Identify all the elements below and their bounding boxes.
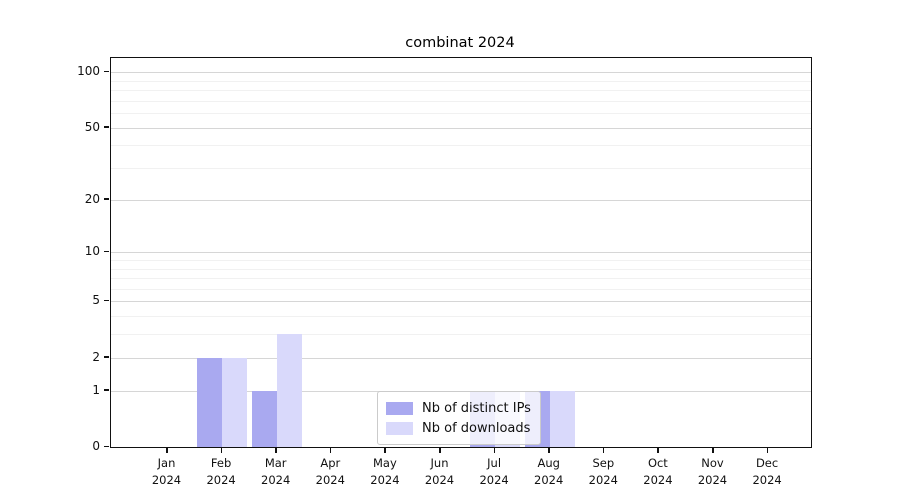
x-tick-label: Oct 2024	[643, 456, 673, 487]
x-axis-tick	[275, 448, 277, 453]
y-tick-label: 1	[92, 382, 100, 397]
x-axis-tick	[220, 448, 223, 453]
gridline-minor	[111, 168, 811, 170]
x-axis-tick	[766, 448, 769, 453]
x-tick-label: Mar 2024	[261, 456, 291, 487]
x-tick-label: Aug 2024	[534, 456, 564, 487]
bar-distinct-ips	[197, 357, 223, 447]
gridline-minor	[111, 278, 811, 280]
legend-swatch-distinct-ips	[386, 401, 413, 415]
x-axis-tick	[657, 448, 659, 453]
gridline-minor	[111, 145, 811, 147]
bar-downloads	[222, 357, 248, 447]
legend: Nb of distinct IPs Nb of downloads	[377, 391, 541, 445]
gridline-major	[111, 301, 811, 303]
x-tick-label: Dec 2024	[752, 456, 782, 487]
gridline-minor	[111, 113, 811, 115]
bar-downloads	[276, 334, 302, 447]
chart-title: combinat 2024	[405, 35, 515, 51]
y-tick-label: 20	[84, 191, 100, 206]
x-tick-label: Nov 2024	[697, 456, 728, 487]
y-axis-tick	[104, 299, 109, 302]
gridline-minor	[111, 90, 811, 92]
legend-label-distinct-ips: Nb of distinct IPs	[422, 400, 531, 416]
gridline-major	[111, 252, 811, 254]
x-axis-tick	[548, 448, 550, 453]
x-tick-label: Sep 2024	[588, 456, 618, 487]
x-axis-tick	[166, 448, 168, 453]
x-tick-label: Apr 2024	[315, 456, 345, 487]
x-axis-tick	[384, 448, 386, 453]
y-axis-tick	[104, 445, 109, 447]
gridline-minor	[111, 100, 811, 102]
legend-label-downloads: Nb of downloads	[422, 420, 531, 436]
x-tick-label: May 2024	[370, 456, 400, 487]
gridline-minor	[111, 288, 811, 290]
gridline-major	[111, 357, 811, 359]
legend-item-distinct-ips: Nb of distinct IPs	[386, 398, 531, 418]
x-axis-tick	[602, 448, 605, 453]
y-tick-label: 50	[84, 119, 100, 134]
y-tick-label: 5	[92, 293, 100, 308]
gridline-major	[111, 127, 811, 129]
x-axis-tick	[439, 448, 441, 453]
x-tick-label: Jun 2024	[424, 456, 455, 487]
bar-downloads	[549, 390, 575, 447]
y-tick-label: 10	[84, 244, 100, 259]
legend-item-downloads: Nb of downloads	[386, 418, 531, 438]
y-tick-label: 2	[92, 349, 100, 364]
x-tick-label: Jan 2024	[151, 456, 182, 487]
x-tick-label: Feb 2024	[206, 456, 236, 487]
legend-swatch-downloads	[386, 421, 413, 435]
y-axis-tick	[104, 126, 109, 128]
gridline-minor	[111, 316, 811, 318]
y-axis-tick	[104, 389, 109, 391]
gridline-major	[111, 72, 811, 74]
y-axis-tick	[104, 250, 109, 253]
x-tick-label: Jul 2024	[479, 456, 509, 487]
y-axis-tick	[104, 356, 109, 358]
gridline-minor	[111, 80, 811, 82]
x-axis-tick	[493, 448, 496, 453]
gridline-minor	[111, 334, 811, 336]
y-tick-label: 100	[77, 64, 100, 79]
x-axis-tick	[712, 448, 714, 453]
y-tick-label: 0	[92, 439, 100, 453]
x-axis-tick	[329, 448, 332, 453]
y-axis-tick	[104, 70, 109, 73]
plot-area: Nb of distinct IPs Nb of downloads	[110, 57, 812, 448]
gridline-major	[111, 199, 811, 201]
y-axis-tick	[104, 198, 109, 200]
gridline-minor	[111, 260, 811, 261]
gridline-minor	[111, 268, 811, 270]
bar-distinct-ips	[251, 390, 277, 447]
